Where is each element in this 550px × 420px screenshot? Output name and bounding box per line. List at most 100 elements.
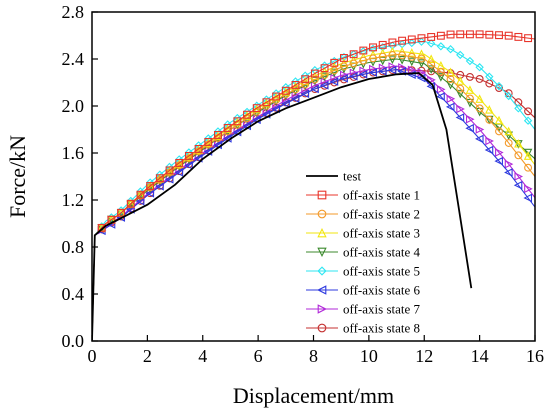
data-point-marker — [475, 63, 484, 72]
data-point-marker — [456, 50, 465, 60]
data-point-marker — [407, 48, 417, 57]
data-point-marker — [136, 190, 145, 199]
data-point-marker — [165, 166, 174, 175]
data-point-marker — [455, 76, 465, 85]
data-point-marker — [320, 64, 329, 73]
data-point-marker — [465, 85, 475, 94]
data-point-marker — [436, 31, 445, 40]
series-off-axis-state-7 — [92, 62, 535, 341]
data-point-marker — [407, 35, 416, 44]
data-point-marker — [301, 80, 310, 89]
data-point-marker — [329, 77, 339, 86]
data-point-marker — [388, 38, 397, 47]
legend-label: off-axis state 4 — [343, 245, 421, 260]
data-point-marker — [465, 56, 475, 66]
data-point-marker — [317, 304, 328, 314]
data-point-marker — [126, 199, 135, 208]
data-point-marker — [300, 89, 310, 99]
data-point-marker — [504, 159, 514, 169]
data-point-marker — [446, 45, 455, 54]
data-point-marker — [233, 117, 242, 126]
x-tick-label: 16 — [526, 346, 544, 366]
data-point-marker — [369, 54, 377, 63]
data-point-marker — [378, 40, 387, 49]
x-tick-label: 6 — [254, 346, 263, 366]
data-point-marker — [524, 184, 533, 194]
series-line — [92, 65, 535, 341]
legend-label: off-axis state 1 — [343, 188, 420, 203]
data-point-marker — [524, 34, 533, 43]
data-point-marker — [494, 156, 503, 166]
data-point-marker — [272, 92, 281, 101]
data-point-marker — [427, 60, 436, 69]
data-point-marker — [465, 72, 474, 81]
x-tick-label: 0 — [88, 346, 97, 366]
data-point-marker — [194, 144, 203, 153]
data-point-marker — [426, 65, 436, 74]
data-point-marker — [523, 193, 533, 203]
data-point-marker — [369, 43, 377, 52]
x-tick-label: 8 — [309, 346, 318, 366]
data-point-marker — [514, 172, 524, 181]
data-point-marker — [378, 67, 387, 76]
data-point-marker — [465, 114, 475, 124]
data-point-marker — [514, 104, 523, 113]
legend-item: off-axis state 1 — [306, 188, 420, 203]
data-point-marker — [417, 37, 426, 46]
data-point-marker — [417, 49, 426, 58]
data-point-marker — [310, 84, 319, 94]
data-point-marker — [427, 33, 436, 41]
data-point-marker — [426, 39, 436, 48]
y-tick-label: 1.6 — [62, 143, 85, 163]
data-point-marker — [317, 323, 327, 333]
data-point-marker — [455, 89, 465, 99]
legend-label: off-axis state 8 — [343, 321, 420, 336]
data-point-marker — [388, 55, 397, 65]
data-point-marker — [465, 94, 474, 103]
x-tick-label: 14 — [471, 346, 489, 366]
legend-item: off-axis state 3 — [306, 226, 420, 241]
data-point-marker — [407, 65, 417, 75]
data-point-marker — [436, 73, 446, 82]
data-point-marker — [504, 168, 513, 177]
data-point-marker — [340, 62, 348, 71]
data-point-marker — [456, 84, 465, 93]
data-point-marker — [330, 58, 339, 67]
data-point-marker — [317, 209, 327, 219]
legend-item: off-axis state 8 — [306, 321, 420, 336]
data-point-marker — [310, 69, 319, 78]
data-point-marker — [495, 148, 504, 157]
y-axis-title: Force/kN — [5, 135, 30, 218]
data-point-marker — [446, 75, 455, 84]
data-point-marker — [319, 81, 329, 90]
legend-item: test — [306, 169, 361, 184]
data-point-marker — [475, 125, 485, 134]
x-tick-label: 2 — [143, 346, 152, 366]
data-point-marker — [484, 145, 494, 155]
data-point-marker — [330, 66, 339, 75]
data-point-marker — [243, 110, 251, 119]
data-point-marker — [446, 94, 456, 104]
data-point-marker — [339, 74, 348, 83]
data-point-marker — [271, 104, 281, 114]
data-point-marker — [417, 54, 426, 63]
data-point-marker — [368, 68, 377, 77]
data-point-marker — [436, 42, 446, 51]
data-point-marker — [310, 75, 319, 84]
data-point-marker — [290, 94, 300, 104]
data-point-marker — [436, 92, 445, 101]
data-point-marker — [388, 51, 397, 59]
data-point-marker — [281, 86, 290, 95]
data-point-marker — [524, 163, 533, 172]
data-point-marker — [349, 72, 358, 81]
data-point-marker — [204, 138, 213, 146]
data-point-marker — [456, 30, 465, 39]
data-point-marker — [261, 110, 271, 119]
data-point-marker — [358, 69, 368, 79]
data-point-marker — [340, 53, 348, 62]
ticks-layer: 0 2 4 6 8 10 12 14 16 0.0 0.4 0.8 1.2 1.6 2.0 2.4 2.8 — [62, 2, 545, 366]
data-point-marker — [465, 98, 475, 108]
data-point-marker — [523, 151, 533, 160]
